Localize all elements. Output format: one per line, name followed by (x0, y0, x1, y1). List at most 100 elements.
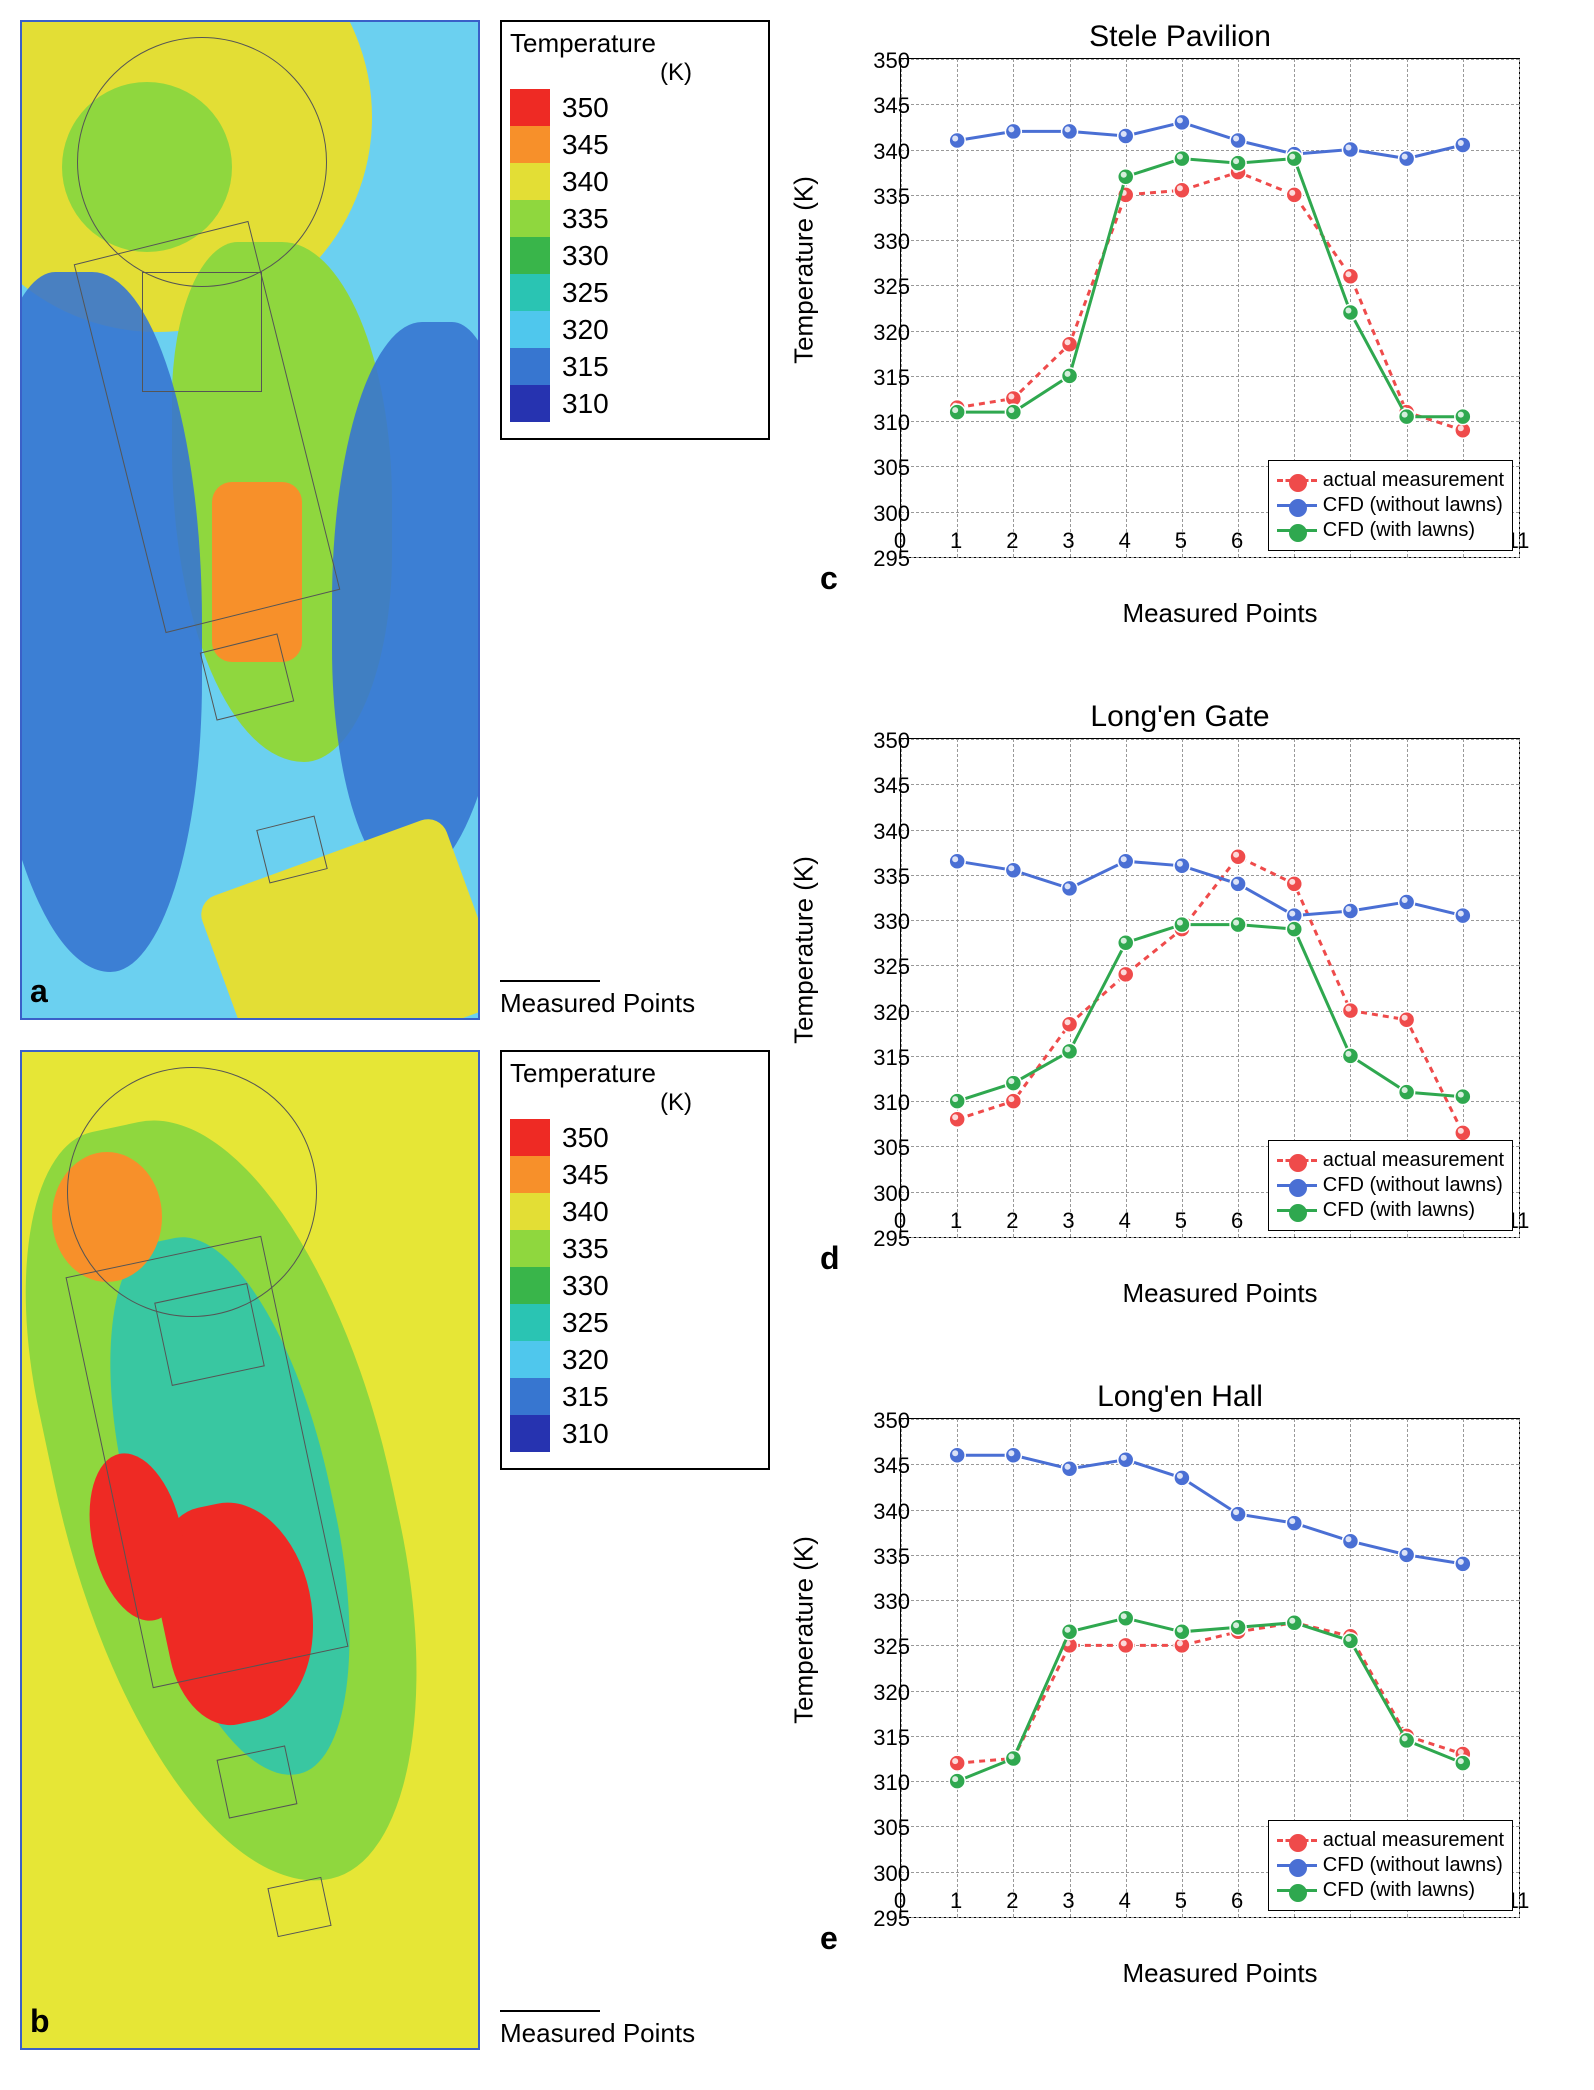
legend-value: 325 (562, 1307, 609, 1339)
legend-value: 340 (562, 1196, 609, 1228)
plot-area: actual measurementCFD (without lawns)CFD… (900, 1418, 1520, 1918)
legend-swatch (510, 126, 550, 163)
legend-value: 350 (562, 1122, 609, 1154)
legend-swatch (510, 1267, 550, 1304)
legend-unit: (K) (660, 1089, 692, 1116)
panel-label-e: e (820, 1920, 838, 1957)
legend-text: CFD (without lawns) (1323, 1854, 1503, 1877)
legend-value: 315 (562, 1381, 609, 1413)
legend-title: Temperature (510, 1058, 760, 1089)
legend-value: 310 (562, 1418, 609, 1450)
grid-h (901, 557, 1519, 558)
chart-title: Long'en Hall (820, 1380, 1540, 1414)
legend-swatch (510, 1415, 550, 1452)
legend-row: 315 (510, 348, 760, 385)
legend-text: CFD (with lawns) (1323, 1879, 1475, 1902)
series-line (957, 172, 1463, 430)
legend-entry: CFD (with lawns) (1277, 1199, 1504, 1222)
legend-swatch (510, 274, 550, 311)
legend-entry: CFD (without lawns) (1277, 494, 1504, 517)
temperature-legend-a: Temperature (K) 350345340335330325320315… (500, 20, 770, 440)
legend-row: 350 (510, 1119, 760, 1156)
legend-row: 345 (510, 1156, 760, 1193)
legend-row: 330 (510, 237, 760, 274)
legend-entry: actual measurement (1277, 1149, 1504, 1172)
legend-row: 330 (510, 1267, 760, 1304)
legend-swatch (510, 1230, 550, 1267)
legend-swatch (510, 1119, 550, 1156)
legend-swatch (510, 385, 550, 422)
legend-swatch (510, 311, 550, 348)
ylabel: Temperature (K) (789, 1536, 820, 1724)
series-line (957, 1455, 1463, 1564)
contour-plot-a: a (20, 20, 480, 1020)
series-line (957, 861, 1463, 915)
legend-value: 320 (562, 314, 609, 346)
legend-text: actual measurement (1323, 1149, 1504, 1172)
legend-title: Temperature (510, 28, 760, 59)
legend-row: 345 (510, 126, 760, 163)
legend-value: 335 (562, 1233, 609, 1265)
series-legend: actual measurementCFD (without lawns)CFD… (1268, 1140, 1513, 1231)
legend-value: 315 (562, 351, 609, 383)
series-line (957, 1623, 1463, 1763)
legend-row: 310 (510, 1415, 760, 1452)
legend-row: 315 (510, 1378, 760, 1415)
legend-value: 345 (562, 129, 609, 161)
legend-swatch (510, 163, 550, 200)
panel-label-d: d (820, 1240, 840, 1277)
legend-value: 325 (562, 277, 609, 309)
legend-text: CFD (without lawns) (1323, 494, 1503, 517)
legend-swatch (510, 1156, 550, 1193)
grid-v (1519, 739, 1520, 1237)
grid-v (1519, 1419, 1520, 1917)
legend-swatch (510, 1193, 550, 1230)
legend-swatch (510, 1341, 550, 1378)
grid-v (1519, 59, 1520, 557)
legend-value: 330 (562, 1270, 609, 1302)
contour-plot-b: b (20, 1050, 480, 2050)
legend-text: CFD (without lawns) (1323, 1174, 1503, 1197)
xlabel: Measured Points (900, 598, 1540, 629)
measured-points-label-b: Measured Points (500, 2018, 695, 2049)
grid-h (901, 1917, 1519, 1918)
legend-value: 320 (562, 1344, 609, 1376)
legend-value: 345 (562, 1159, 609, 1191)
legend-swatch (510, 1304, 550, 1341)
series-legend: actual measurementCFD (without lawns)CFD… (1268, 1820, 1513, 1911)
legend-text: actual measurement (1323, 1829, 1504, 1852)
chart-title: Stele Pavilion (820, 20, 1540, 54)
legend-swatch (510, 348, 550, 385)
legend-swatch (510, 200, 550, 237)
legend-row: 335 (510, 1230, 760, 1267)
xlabel: Measured Points (900, 1958, 1540, 1989)
legend-entry: CFD (with lawns) (1277, 1879, 1504, 1902)
panel-label-a: a (30, 973, 48, 1010)
temperature-legend-b: Temperature (K) 350 345 340 335 330 325 320 315… (500, 1050, 770, 1470)
legend-row: 350 (510, 89, 760, 126)
legend-row: 325 (510, 1304, 760, 1341)
measured-points-label-a: Measured Points (500, 988, 695, 1019)
series-line (957, 122, 1463, 158)
legend-value: 310 (562, 388, 609, 420)
chart-c: Stele Pavilionactual measurementCFD (wit… (820, 20, 1540, 640)
series-line (957, 159, 1463, 417)
legend-rows: 350345340335330325320315310 (510, 89, 760, 422)
legend-swatch (510, 1378, 550, 1415)
legend-text: CFD (with lawns) (1323, 1199, 1475, 1222)
legend-swatch (510, 237, 550, 274)
legend-entry: actual measurement (1277, 469, 1504, 492)
legend-entry: CFD (without lawns) (1277, 1854, 1504, 1877)
contour-panel-a: a Temperature (K) 3503453403353303253203… (20, 20, 780, 1040)
ylabel: Temperature (K) (789, 856, 820, 1044)
legend-text: actual measurement (1323, 469, 1504, 492)
legend-row: 325 (510, 274, 760, 311)
panel-label-b: b (30, 2003, 50, 2040)
grid-h (901, 1237, 1519, 1238)
panel-label-c: c (820, 560, 838, 597)
legend-row: 340 (510, 163, 760, 200)
ylabel: Temperature (K) (789, 176, 820, 364)
legend-entry: CFD (with lawns) (1277, 519, 1504, 542)
legend-row: 340 (510, 1193, 760, 1230)
chart-title: Long'en Gate (820, 700, 1540, 734)
